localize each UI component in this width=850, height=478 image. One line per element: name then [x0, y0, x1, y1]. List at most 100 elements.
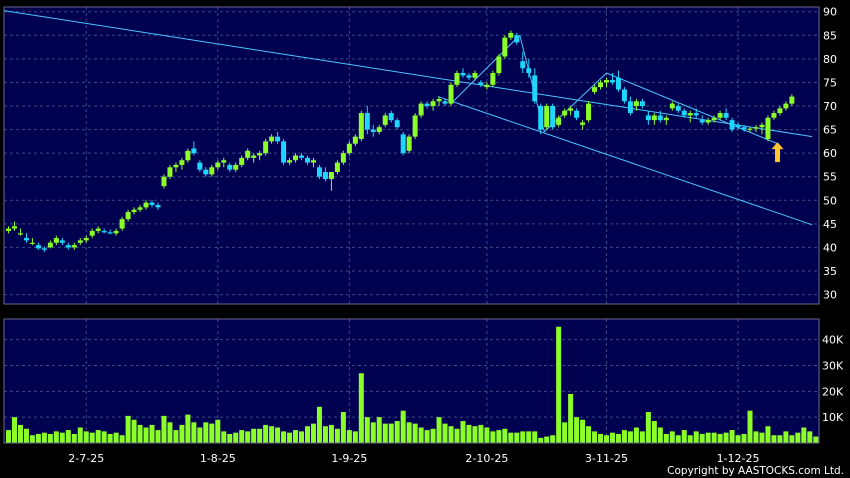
volume-bar [496, 430, 502, 443]
candle-body [376, 127, 382, 132]
candle [11, 221, 17, 231]
volume-tick-label: 20K [822, 385, 844, 398]
candle [6, 226, 11, 234]
volume-bar [131, 419, 137, 443]
candle [370, 124, 376, 137]
candle-body [316, 167, 322, 177]
candle [448, 82, 454, 106]
candle-body [705, 120, 711, 123]
candle [137, 205, 143, 213]
volume-bar [95, 430, 101, 443]
candle [657, 110, 663, 123]
candle-body [263, 141, 269, 154]
candle [101, 228, 107, 234]
candle [161, 174, 167, 189]
candle-body [526, 68, 532, 73]
candle [29, 238, 35, 246]
markers [771, 142, 784, 163]
candle-body [478, 82, 484, 85]
candle-body [777, 108, 783, 114]
volume-bar [771, 435, 777, 443]
volume-bar [370, 422, 376, 443]
candle-body [203, 169, 209, 175]
candle [723, 108, 729, 121]
candle-body [340, 153, 346, 163]
candle [478, 80, 484, 88]
x-tick-label: 2-7-25 [68, 452, 104, 465]
volume-bar [155, 430, 161, 443]
candle [526, 58, 532, 78]
volume-bar [185, 414, 191, 443]
volume-bar [65, 430, 71, 443]
candle-body [388, 113, 394, 121]
candle [65, 242, 71, 250]
candle-body [502, 37, 508, 57]
volume-bar [508, 432, 514, 443]
volume-bar [424, 430, 430, 443]
candle [592, 84, 598, 95]
candle-body [765, 117, 771, 139]
candle-body [364, 113, 370, 130]
volume-bar [544, 436, 550, 443]
candle-body [239, 157, 245, 165]
volume-bar [532, 431, 538, 443]
volume-bar [753, 431, 759, 443]
candle-body [209, 167, 215, 175]
volume-bar [520, 431, 526, 443]
volume-bar [430, 428, 436, 443]
candle-body [621, 89, 627, 102]
volume-bar [633, 427, 639, 443]
candle [711, 115, 717, 123]
candle [17, 228, 23, 236]
candle-body [23, 238, 29, 241]
candle [430, 98, 436, 111]
volume-bar [89, 432, 95, 443]
volume-bar [598, 433, 604, 443]
candle [376, 124, 382, 135]
volume-bar [592, 431, 598, 443]
candle-body [717, 113, 723, 118]
volume-bar [466, 424, 472, 443]
volume-bar [484, 427, 490, 443]
volume-bar [328, 424, 334, 443]
candle [305, 155, 310, 165]
candle [436, 96, 442, 106]
trendline [437, 96, 813, 226]
volume-bar [478, 424, 484, 443]
volume-bar [215, 419, 221, 443]
candle-body [281, 141, 287, 163]
volume-bar [119, 435, 125, 443]
candle [89, 228, 95, 238]
candle-body [95, 228, 101, 231]
price-tick-label: 80 [823, 53, 837, 66]
candle-body [394, 120, 400, 128]
candle-body [179, 160, 185, 165]
volume-bar [233, 432, 239, 443]
candle [574, 108, 580, 121]
candle [322, 167, 328, 182]
volume-bar [460, 421, 466, 443]
x-tick-label: 2-10-25 [465, 452, 508, 465]
candle-body [538, 106, 544, 130]
candle [173, 162, 179, 172]
volume-bar [53, 431, 59, 443]
candle [645, 110, 651, 125]
candle [71, 242, 77, 250]
candle-body [759, 124, 765, 128]
volume-bar [6, 430, 11, 443]
candle [263, 139, 269, 156]
candle-body [287, 160, 293, 163]
price-tick-label: 55 [823, 171, 837, 184]
volume-bar [825, 428, 830, 444]
candle-body [185, 150, 191, 161]
candle [149, 200, 155, 208]
candle [310, 157, 316, 168]
candle [203, 167, 209, 177]
volume-bar [765, 426, 771, 443]
volume-bar [436, 417, 442, 443]
candle [418, 101, 424, 118]
candle-body [544, 106, 550, 128]
candle [490, 70, 496, 88]
candle-body [59, 240, 65, 243]
candle-body [137, 207, 143, 210]
